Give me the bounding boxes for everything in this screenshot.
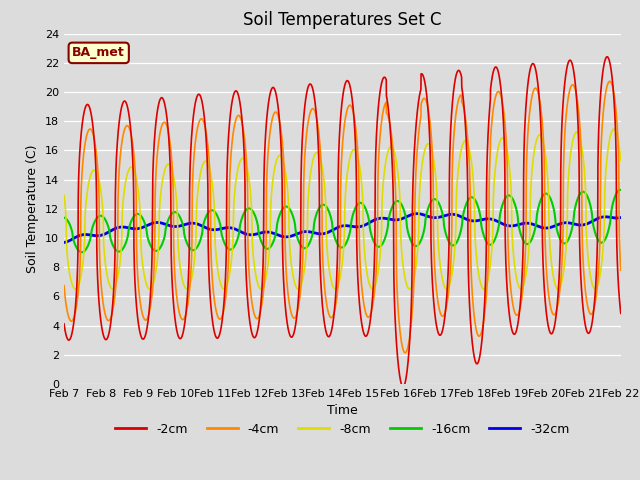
-8cm [216, 276, 223, 282]
-8cm [397, 235, 404, 241]
-4cm [401, 350, 409, 356]
-32cm [617, 215, 625, 220]
-16cm [564, 237, 572, 243]
-16cm [60, 215, 68, 220]
-2cm [397, 378, 404, 384]
-8cm [610, 126, 618, 132]
Line: -4cm: -4cm [64, 81, 621, 353]
Text: BA_met: BA_met [72, 47, 125, 60]
-16cm [78, 250, 86, 255]
X-axis label: Time: Time [327, 405, 358, 418]
-4cm [397, 334, 404, 339]
-4cm [617, 267, 625, 273]
-2cm [564, 60, 572, 66]
-8cm [617, 156, 625, 161]
-4cm [617, 265, 625, 271]
-16cm [617, 187, 625, 193]
-32cm [179, 222, 187, 228]
Line: -2cm: -2cm [64, 57, 621, 387]
-2cm [60, 321, 68, 327]
Line: -8cm: -8cm [64, 129, 621, 289]
-32cm [397, 216, 404, 222]
-32cm [406, 212, 414, 218]
-32cm [617, 215, 625, 220]
-32cm [60, 240, 68, 245]
-4cm [564, 96, 572, 102]
-16cm [216, 219, 223, 225]
-8cm [179, 280, 187, 286]
-8cm [406, 286, 414, 291]
-4cm [406, 327, 414, 333]
-2cm [399, 384, 407, 390]
-32cm [216, 226, 223, 232]
-32cm [413, 211, 421, 216]
-16cm [397, 201, 404, 206]
-4cm [606, 78, 614, 84]
Title: Soil Temperatures Set C: Soil Temperatures Set C [243, 11, 442, 29]
Y-axis label: Soil Temperature (C): Soil Temperature (C) [26, 144, 39, 273]
-16cm [616, 187, 624, 193]
-2cm [617, 311, 625, 316]
-2cm [216, 332, 223, 337]
-4cm [179, 317, 187, 323]
-2cm [617, 309, 625, 315]
Line: -32cm: -32cm [64, 214, 621, 242]
-16cm [180, 225, 188, 230]
-16cm [406, 237, 414, 243]
-4cm [216, 316, 223, 322]
Legend: -2cm, -4cm, -8cm, -16cm, -32cm: -2cm, -4cm, -8cm, -16cm, -32cm [110, 418, 575, 441]
-2cm [179, 329, 187, 335]
-16cm [617, 187, 625, 193]
-32cm [564, 220, 572, 226]
-8cm [617, 157, 625, 163]
-8cm [60, 192, 68, 198]
Line: -16cm: -16cm [64, 190, 621, 252]
-2cm [406, 322, 414, 328]
-2cm [604, 54, 611, 60]
-8cm [294, 286, 302, 292]
-8cm [564, 181, 572, 187]
-4cm [60, 283, 68, 288]
